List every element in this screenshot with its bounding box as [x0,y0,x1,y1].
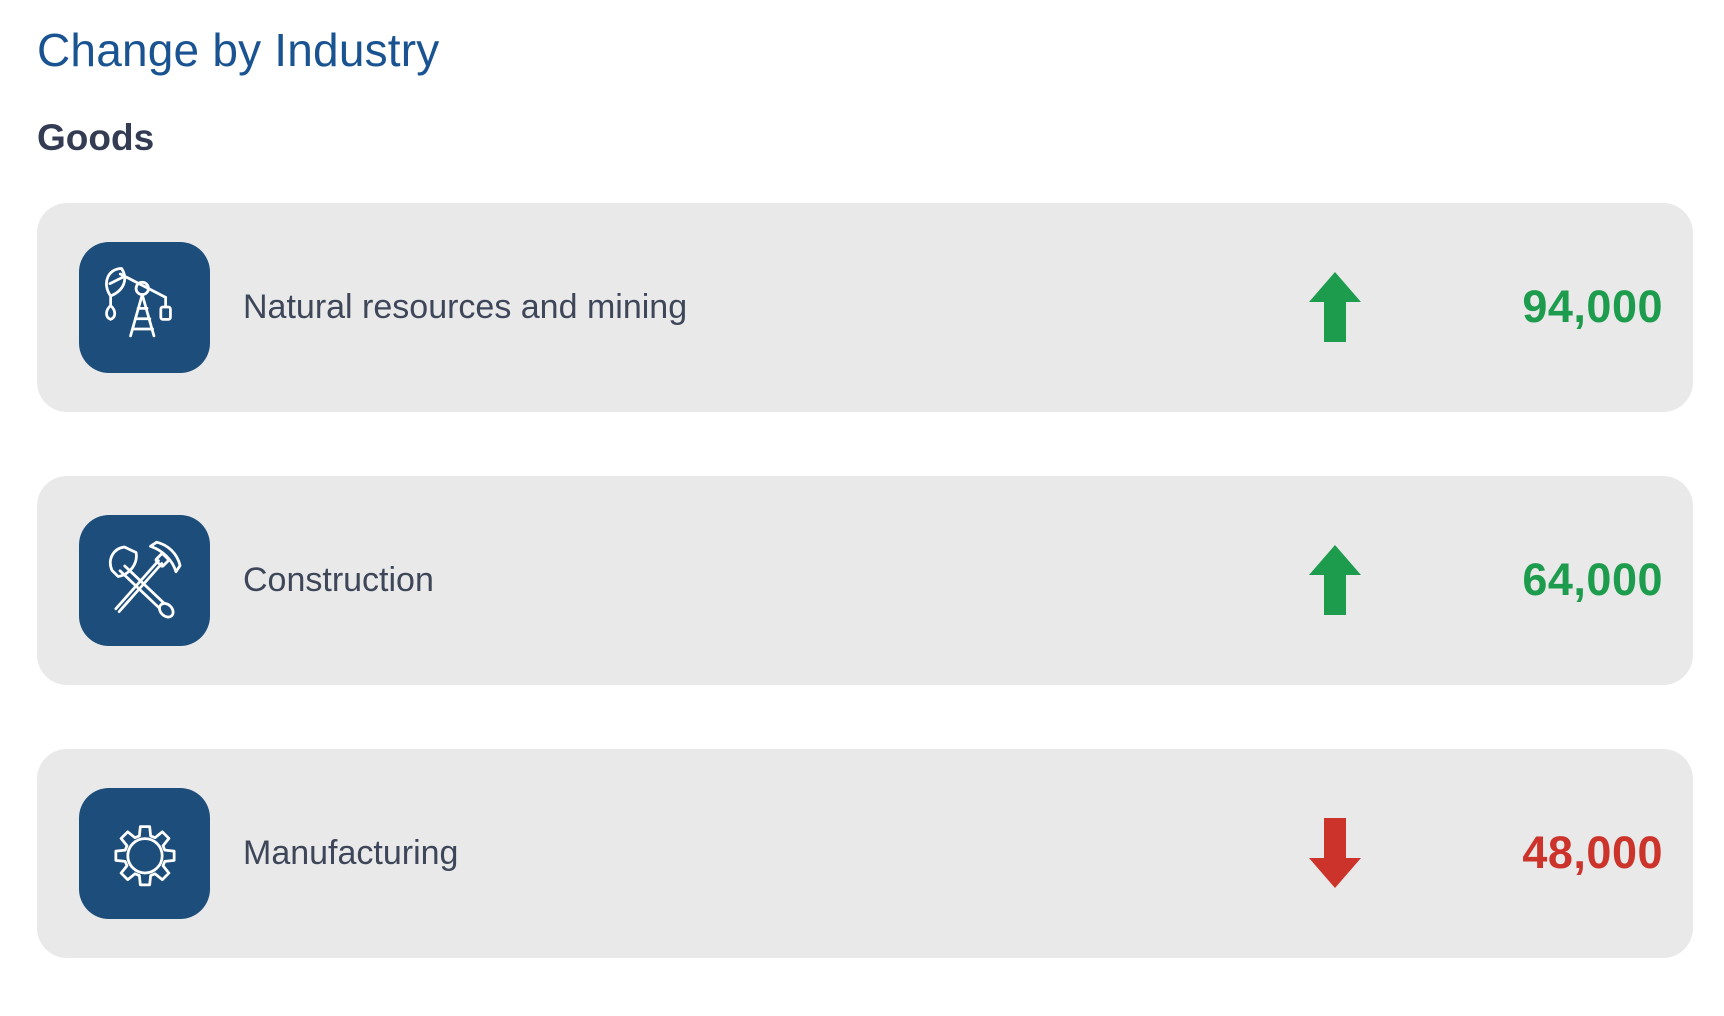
gear-icon [79,787,210,919]
industry-label: Construction [243,560,434,599]
up-arrow-icon [1309,272,1361,343]
industry-label: Manufacturing [243,833,459,872]
industry-label: Natural resources and mining [243,287,688,326]
industry-row-construction: Construction 64,000 [37,475,1693,685]
shovel-pickaxe-icon [79,514,210,646]
oil-pumpjack-icon [79,241,210,373]
section-title-goods: Goods [37,117,155,159]
down-arrow-icon [1309,818,1361,889]
industry-value: 48,000 [1522,827,1663,879]
industry-row-natural-resources: Natural resources and mining 94,000 [37,202,1693,412]
page-title: Change by Industry [37,24,440,76]
industry-change: 64,000 [1309,545,1663,616]
industry-row-manufacturing: Manufacturing 48,000 [37,748,1693,958]
industry-change: 94,000 [1309,272,1663,343]
industry-value: 94,000 [1522,281,1663,333]
industry-value: 64,000 [1522,554,1663,606]
up-arrow-icon [1309,545,1361,616]
industry-change: 48,000 [1309,818,1663,889]
